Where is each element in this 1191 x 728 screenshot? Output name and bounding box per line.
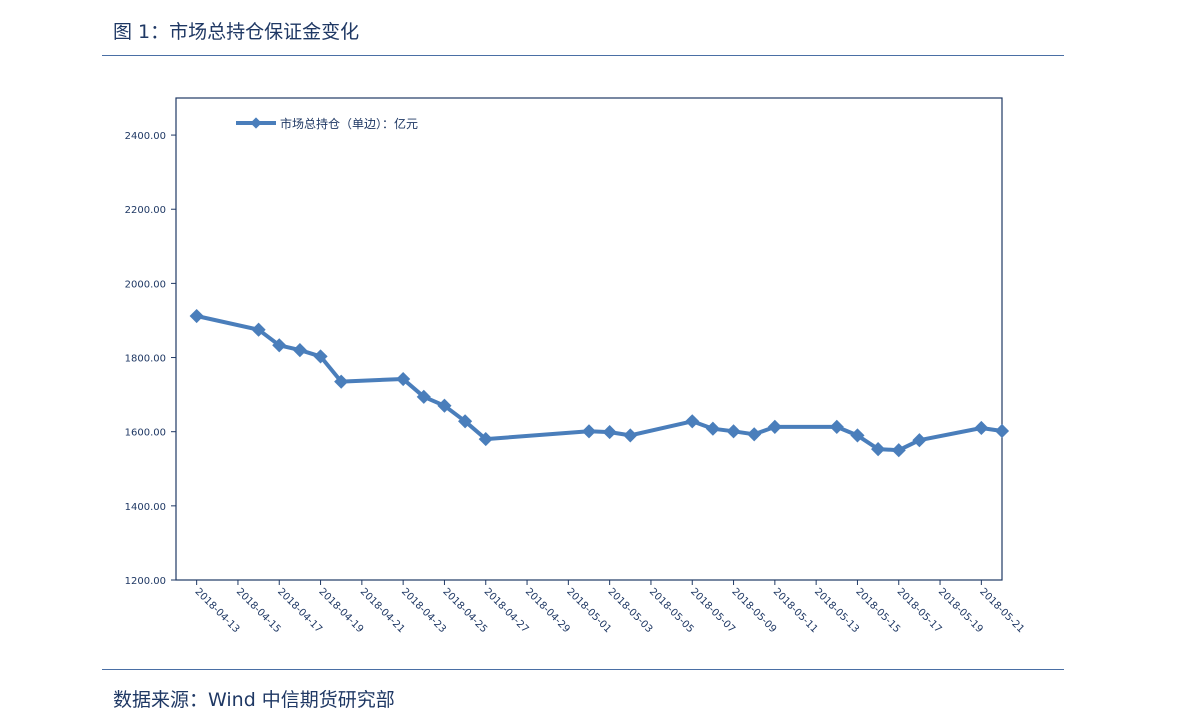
data-point-marker bbox=[272, 338, 287, 353]
y-tick-label: 2400.00 bbox=[125, 131, 166, 142]
data-point-marker bbox=[994, 423, 1010, 439]
data-point-marker bbox=[685, 414, 700, 429]
y-tick-label: 2000.00 bbox=[125, 279, 166, 290]
data-point-marker bbox=[396, 371, 411, 387]
data-point-marker bbox=[850, 428, 865, 443]
data-point-marker bbox=[726, 424, 741, 439]
plot-area-frame bbox=[175, 97, 1003, 581]
y-tick-label: 2200.00 bbox=[125, 205, 166, 216]
data-point-marker bbox=[871, 442, 886, 457]
data-point-marker bbox=[767, 419, 782, 434]
data-point-marker bbox=[747, 427, 762, 442]
data-point-marker bbox=[974, 420, 989, 436]
data-point-marker bbox=[334, 374, 349, 389]
data-point-marker bbox=[458, 414, 473, 429]
y-tick-label: 1200.00 bbox=[125, 576, 166, 587]
series-layer bbox=[189, 308, 1010, 458]
data-point-marker bbox=[437, 398, 452, 413]
data-point-marker bbox=[416, 389, 431, 404]
figure-title: 图 1：市场总持仓保证金变化 bbox=[113, 21, 360, 43]
data-point-marker bbox=[478, 432, 493, 447]
data-point-marker bbox=[313, 349, 328, 364]
data-point-marker bbox=[705, 421, 720, 436]
data-point-marker bbox=[829, 419, 844, 434]
y-axis: 1200.00 1400.00 1600.00 1800.00 2000.00 2200.… bbox=[125, 131, 176, 587]
data-point-marker bbox=[602, 424, 617, 440]
x-tick-label: 2018-05-21 bbox=[977, 586, 1026, 635]
data-point-marker bbox=[292, 343, 307, 358]
y-tick-label: 1600.00 bbox=[125, 428, 166, 439]
y-tick-label: 1800.00 bbox=[125, 354, 166, 365]
top-divider bbox=[102, 55, 1064, 56]
line-chart: 1200.00 1400.00 1600.00 1800.00 2000.00 2200.… bbox=[125, 97, 1026, 635]
data-point-marker bbox=[251, 322, 266, 337]
x-axis: 2018-04-132018-04-152018-04-172018-04-19… bbox=[193, 580, 1026, 635]
data-point-marker bbox=[189, 308, 204, 324]
data-point-marker bbox=[912, 433, 927, 448]
data-point-marker bbox=[891, 443, 906, 458]
data-source-note: 数据来源：Wind 中信期货研究部 bbox=[113, 689, 395, 711]
data-point-marker bbox=[623, 428, 638, 443]
legend-label: 市场总持仓（单边）：亿元 bbox=[280, 116, 418, 131]
bottom-divider bbox=[102, 669, 1064, 670]
y-tick-label: 1400.00 bbox=[125, 502, 166, 513]
data-point-marker bbox=[581, 424, 597, 439]
